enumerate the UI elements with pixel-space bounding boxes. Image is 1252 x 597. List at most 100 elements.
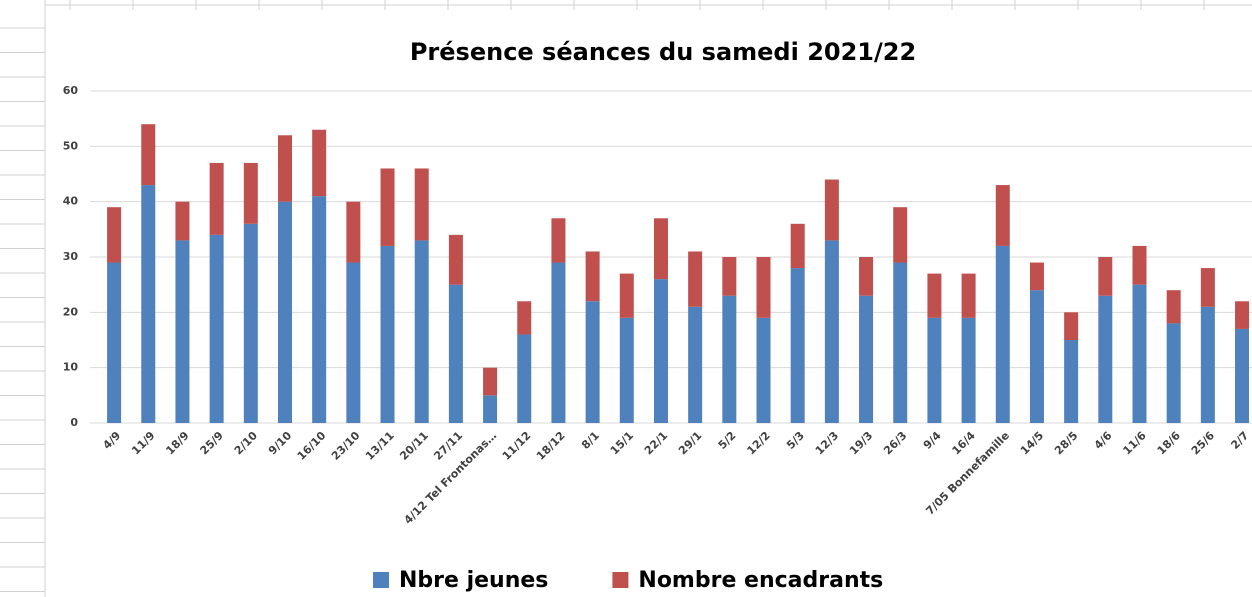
bar-segment xyxy=(243,223,258,423)
bar-segment xyxy=(756,317,771,423)
x-tick-label: 4/9 xyxy=(100,429,123,452)
bar-segment xyxy=(517,301,532,335)
bar-segment xyxy=(1098,257,1113,296)
bar-segment xyxy=(927,273,942,318)
bar-segment xyxy=(893,207,908,263)
x-tick-label: 22/1 xyxy=(642,429,670,457)
bar-segment xyxy=(893,262,908,423)
bar-segment xyxy=(551,218,566,263)
bar-segment xyxy=(585,301,600,423)
bar-segment xyxy=(483,395,498,423)
x-tick-label: 16/10 xyxy=(295,429,329,463)
bar-segment xyxy=(483,367,498,396)
x-tick-label: 18/6 xyxy=(1155,429,1184,458)
x-tick-label: 12/2 xyxy=(744,429,772,457)
y-tick-label: 50 xyxy=(63,139,79,152)
y-tick-label: 40 xyxy=(63,195,79,208)
x-tick-label: 18/12 xyxy=(534,429,568,463)
bar-segment xyxy=(380,168,395,246)
bar-segment xyxy=(243,162,258,224)
bar-segment xyxy=(141,185,156,423)
bar-segment xyxy=(175,201,190,241)
bar-segment xyxy=(1098,295,1113,423)
bar-segment xyxy=(346,201,361,263)
bar-segment xyxy=(414,168,429,241)
x-tick-label: 4/6 xyxy=(1092,429,1115,452)
bar-segment xyxy=(312,196,327,423)
bar-segment xyxy=(1064,312,1079,340)
bar-segment xyxy=(824,240,839,423)
bar-segment xyxy=(722,257,737,296)
bar-segment xyxy=(346,262,361,423)
bar-segment xyxy=(995,245,1010,423)
x-tick-label: 13/11 xyxy=(363,429,397,463)
bar-segment xyxy=(209,162,224,235)
bar-segment xyxy=(380,245,395,423)
x-tick-label: 9/4 xyxy=(921,429,944,452)
y-tick-label: 60 xyxy=(63,84,79,97)
x-tick-label: 26/3 xyxy=(881,429,909,457)
x-tick-label: 2/7 xyxy=(1228,429,1251,452)
bar-segment xyxy=(1235,328,1250,423)
bar-segment xyxy=(585,251,600,302)
legend-label: Nombre encadrants xyxy=(638,568,883,593)
bar-segment xyxy=(1166,323,1181,423)
x-tick-label: 11/9 xyxy=(129,429,157,457)
bar-segment xyxy=(517,334,532,423)
x-tick-label: 5/2 xyxy=(716,429,739,452)
legend-swatch xyxy=(612,572,629,588)
y-tick-label: 30 xyxy=(63,250,79,263)
bar-segment xyxy=(175,240,190,423)
x-tick-label: 9/10 xyxy=(266,429,295,458)
bar-segment xyxy=(414,240,429,423)
bar-segment xyxy=(653,218,668,280)
bar-segment xyxy=(1132,284,1147,423)
bar-segment xyxy=(141,124,156,186)
bar-segment xyxy=(824,179,839,241)
x-tick-label: 23/10 xyxy=(329,429,363,463)
bar-segment xyxy=(790,268,805,423)
bar-segment xyxy=(1166,290,1181,324)
bar-segment xyxy=(756,257,771,318)
bar-segment xyxy=(107,207,122,263)
x-tick-label: 25/6 xyxy=(1189,429,1218,458)
y-tick-label: 0 xyxy=(70,416,78,429)
bar-segment xyxy=(277,135,292,202)
bar-segment xyxy=(961,273,976,318)
legend-swatch xyxy=(373,572,389,588)
x-tick-label: 25/9 xyxy=(198,429,226,457)
bar-segment xyxy=(688,251,703,307)
x-tick-label: 12/3 xyxy=(813,429,841,457)
bar-segment xyxy=(1029,290,1044,423)
bar-segment xyxy=(859,257,874,296)
spreadsheet-decoration xyxy=(44,0,1252,597)
bar-segment xyxy=(927,317,942,423)
x-tick-label: 11/6 xyxy=(1120,429,1149,458)
bar-segment xyxy=(1029,262,1044,291)
x-tick-label: 28/5 xyxy=(1052,429,1080,457)
bar-segment xyxy=(1235,301,1250,329)
x-tick-label: 18/9 xyxy=(163,429,191,457)
bar-segment xyxy=(277,201,292,423)
bar-segment xyxy=(1064,340,1079,423)
x-tick-label: 27/11 xyxy=(431,429,465,463)
x-tick-label: 16/4 xyxy=(950,429,979,458)
bar-segment xyxy=(688,306,703,423)
bar-segment xyxy=(619,317,634,423)
bar-segment xyxy=(551,262,566,423)
bar-segment xyxy=(209,234,224,423)
y-tick-label: 10 xyxy=(63,361,79,374)
x-tick-label: 15/1 xyxy=(608,429,636,457)
x-tick-label: 2/10 xyxy=(232,429,261,458)
legend-label: Nbre jeunes xyxy=(399,568,548,593)
bar-segment xyxy=(653,279,668,423)
bar-segment xyxy=(722,295,737,423)
bar-segment xyxy=(448,234,463,285)
bar-segment xyxy=(1200,268,1215,307)
x-tick-label: 11/12 xyxy=(500,429,534,463)
bar-segment xyxy=(790,223,805,269)
x-tick-label: 8/1 xyxy=(579,429,602,452)
bar-segment xyxy=(1200,306,1215,423)
